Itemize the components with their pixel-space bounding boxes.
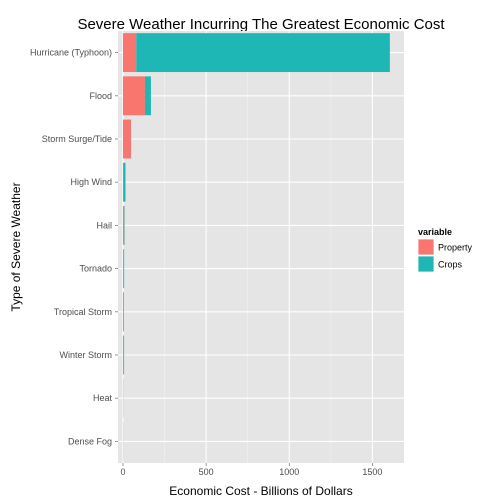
y-tick-label: Winter Storm — [59, 350, 112, 360]
x-axis-ticks: 0 500 1000 1500 — [120, 463, 382, 477]
bar-property — [123, 206, 124, 245]
x-tick-label: 500 — [199, 467, 214, 477]
legend-key-crops — [418, 256, 434, 272]
bar-crops — [145, 76, 151, 115]
legend: variable Property Crops — [418, 227, 473, 272]
legend-key-property — [418, 239, 434, 255]
x-tick-label: 1500 — [362, 467, 382, 477]
legend-items: Property Crops — [418, 239, 473, 272]
y-tick-label: Hail — [96, 220, 112, 230]
chart-title: Severe Weather Incurring The Greatest Ec… — [77, 16, 445, 33]
legend-label: Property — [438, 243, 473, 253]
y-tick-label: Heat — [93, 393, 113, 403]
bar-property — [123, 249, 124, 288]
legend-title: variable — [418, 227, 452, 237]
y-tick-label: Hurricane (Typhoon) — [30, 48, 112, 58]
y-tick-label: Tornado — [79, 264, 112, 274]
y-tick-label: Dense Fog — [68, 436, 112, 446]
bar-crops — [136, 33, 390, 72]
x-tick-label: 0 — [120, 467, 125, 477]
bar-property — [123, 33, 136, 72]
y-tick-label: Tropical Storm — [54, 307, 112, 317]
bar-property — [123, 292, 124, 331]
x-tick-label: 1000 — [279, 467, 299, 477]
y-axis-ticks: Hurricane (Typhoon) Flood Storm Surge/Tide… — [30, 48, 118, 447]
legend-label: Crops — [438, 260, 463, 270]
bar-property — [123, 120, 131, 159]
y-tick-label: High Wind — [70, 177, 112, 187]
bar-property — [123, 336, 124, 375]
y-tick-label: Storm Surge/Tide — [42, 134, 112, 144]
bar-property — [123, 76, 145, 115]
x-axis-title: Economic Cost - Billions of Dollars — [169, 484, 352, 498]
bar-crops — [123, 163, 125, 202]
y-axis-title: Type of Severe Weather — [9, 182, 23, 311]
y-tick-label: Flood — [89, 91, 112, 101]
